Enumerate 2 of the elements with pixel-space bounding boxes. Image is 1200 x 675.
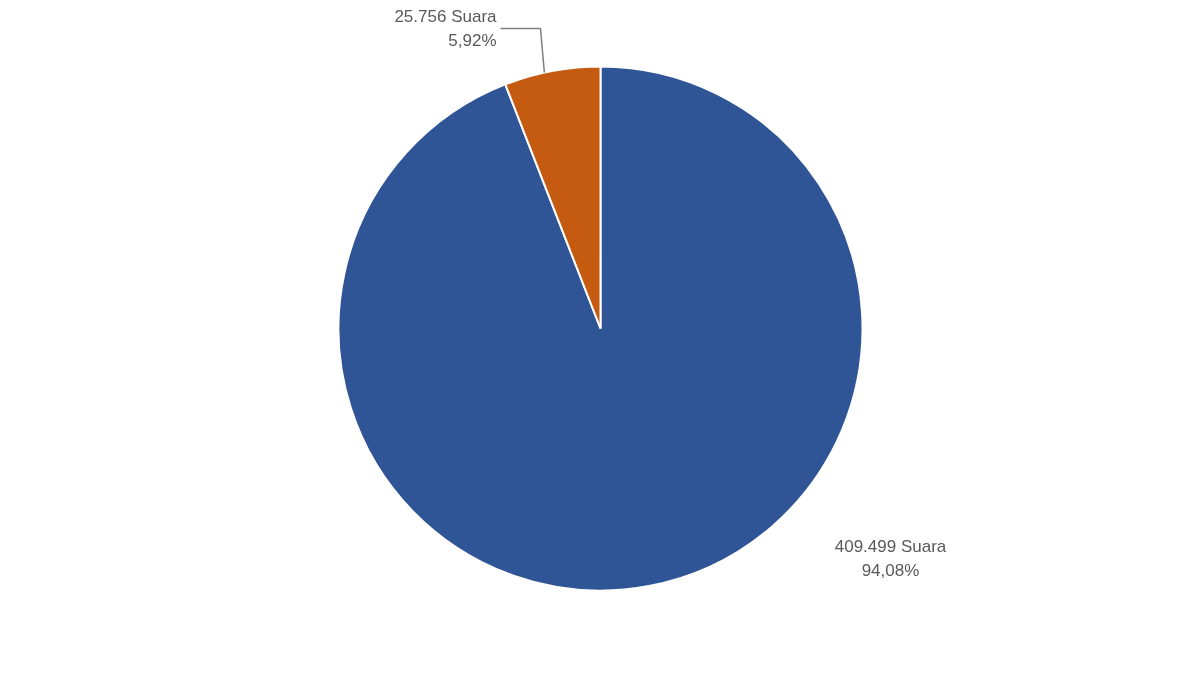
data-label: 25.756 Suara 5,92% (394, 6, 498, 51)
data-label: 409.499 Suara 94,08% (834, 536, 947, 581)
